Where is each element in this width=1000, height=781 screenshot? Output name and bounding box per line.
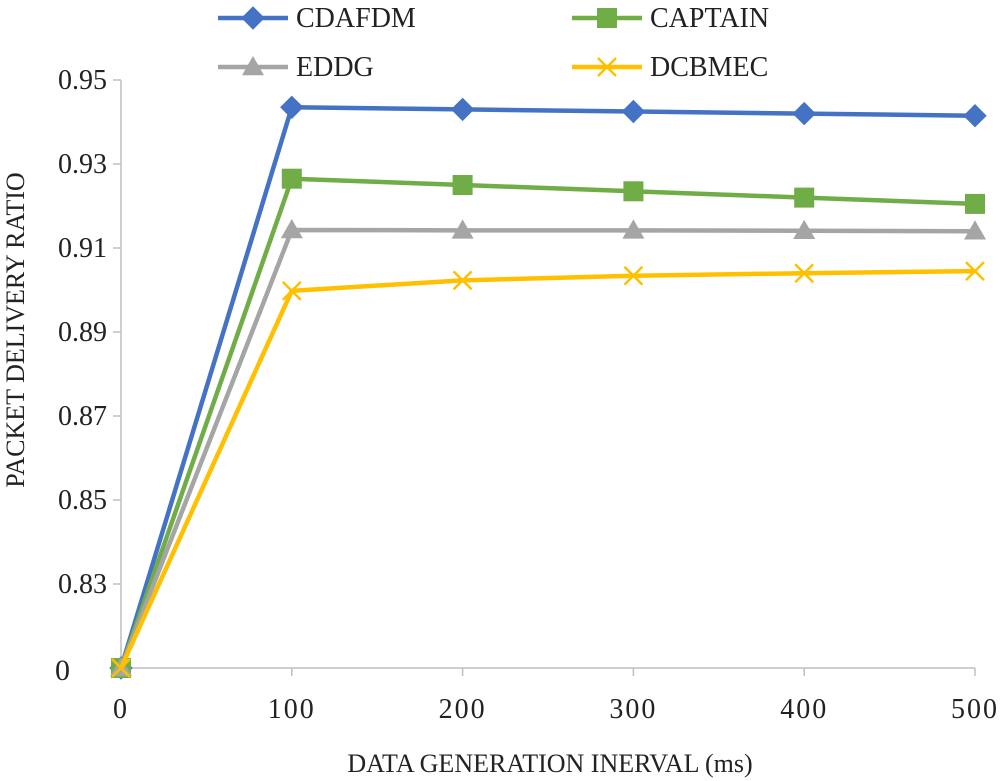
data-point-cdafdm [963,103,987,128]
legend-marker [597,57,617,77]
x-tick-label: 400 [780,694,828,725]
x-marker-stroke [623,265,644,286]
legend-entry-captain: CAPTAIN [572,3,769,34]
x-marker-stroke [111,658,131,678]
diamond-marker-shape [450,97,475,122]
x-tick-label: 500 [951,694,999,725]
square-marker-shape [281,168,302,189]
data-point-captain [452,175,473,195]
x-marker-stroke [965,261,985,281]
legend-label: DCBMEC [650,52,768,83]
y-tick-label: 0.91 [58,233,107,264]
x-marker-stroke [794,263,815,284]
y-axis-title: PACKET DELIVERY RATIO [1,172,30,487]
data-point-dcbmec [965,261,985,281]
triangle-marker-shape [451,219,474,239]
legend-entry-eddg: EDDG [218,52,374,83]
square-marker-shape [965,193,985,214]
diamond-marker-shape [792,101,816,126]
legend-marker [241,6,265,30]
data-point-captain [965,193,985,214]
diamond-marker-shape [241,6,265,30]
y-tick-label: 0.93 [58,149,107,180]
data-point-dcbmec [623,265,644,286]
x-tick-label: 0 [113,694,129,725]
triangle-marker-shape [964,220,986,240]
legend-label: CAPTAIN [650,3,769,34]
y-tick-label: 0.89 [58,317,107,348]
data-point-dcbmec [452,270,473,291]
series-line-dcbmec [118,268,976,669]
y-tick-label: 0 [55,654,70,687]
x-tick-label: 200 [439,694,487,725]
y-tick-label: 0.87 [58,401,107,432]
legend-entry-dcbmec: DCBMEC [572,52,768,83]
y-tick-label: 0.83 [58,569,107,600]
data-point-cdafdm [450,97,475,122]
square-marker-shape [597,8,617,28]
data-point-eddg [451,219,474,239]
y-tick-label: 0.85 [58,485,107,516]
x-tick-label: 100 [268,694,316,725]
y-tick-label: 0.95 [58,65,107,96]
data-point-captain [794,187,815,208]
data-point-dcbmec [111,658,131,678]
data-point-cdafdm [280,95,304,120]
series-line-captain [118,176,976,669]
diamond-marker-shape [280,95,304,120]
data-point-dcbmec [794,263,815,284]
data-point-eddg [964,220,986,240]
series-line-eddg [118,227,976,669]
legend-entry-cdafdm: CDAFDM [218,3,416,34]
data-point-eddg [280,218,303,239]
square-marker-shape [452,175,473,195]
square-marker-shape [794,187,815,208]
data-point-eddg [622,219,645,239]
data-point-captain [623,181,644,202]
legend-label: CDAFDM [296,3,416,34]
x-marker-stroke [597,57,617,77]
data-point-eddg [793,219,816,240]
data-point-cdafdm [792,101,816,126]
x-axis-title: DATA GENERATION INERVAL (ms) [347,749,752,778]
legend-marker [242,56,264,76]
diamond-marker-shape [621,99,646,124]
data-point-captain [281,168,302,189]
x-tick-label: 300 [609,694,657,725]
data-point-cdafdm [621,99,646,124]
data-point-dcbmec [281,280,302,301]
legend-label: EDDG [296,52,374,83]
diamond-marker-shape [963,103,987,128]
series-line-cdafdm [118,105,976,669]
square-marker-shape [623,181,644,202]
x-marker-stroke [452,270,473,291]
triangle-marker-shape [242,56,264,76]
triangle-marker-shape [622,219,645,239]
legend-marker [597,8,617,28]
triangle-marker-shape [793,219,816,240]
triangle-marker-shape [280,218,303,239]
x-marker-stroke [281,280,302,301]
